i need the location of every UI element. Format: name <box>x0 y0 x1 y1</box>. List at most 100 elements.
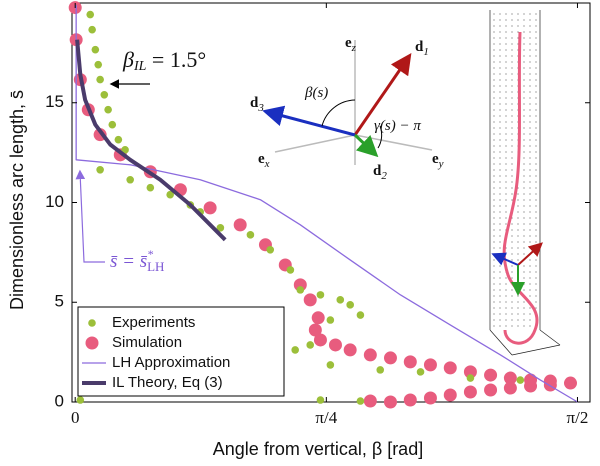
data-point <box>484 368 498 382</box>
data-point <box>326 316 335 324</box>
series <box>76 10 525 405</box>
data-point <box>308 323 322 337</box>
data-point <box>76 396 85 404</box>
series <box>75 4 578 403</box>
legend-label: Experiments <box>112 314 195 331</box>
legend-marker <box>85 336 99 350</box>
inset-label: γ(s) − π <box>374 118 421 134</box>
annotation-part: β <box>122 47 134 72</box>
data-point <box>94 60 103 69</box>
data-point <box>203 201 217 215</box>
data-point <box>423 358 437 372</box>
y-tick-label: 0 <box>55 391 64 410</box>
data-point <box>516 376 525 384</box>
inset-label-part: z <box>351 42 357 54</box>
data-point <box>104 105 112 114</box>
inset-label-part: 2 <box>381 170 387 182</box>
data-point <box>563 376 577 390</box>
data-point <box>376 366 385 374</box>
data-point <box>91 45 100 54</box>
data-point <box>126 175 134 184</box>
data-point <box>291 346 299 354</box>
data-point <box>416 368 425 376</box>
inset-label: d2 <box>373 163 387 181</box>
inset-label-part: 1 <box>423 46 429 58</box>
legend-label: IL Theory, Eq (3) <box>112 374 223 391</box>
legend-label: LH Approximation <box>112 354 230 371</box>
annotation-part: LH <box>147 259 164 274</box>
data-point <box>403 393 417 407</box>
y-tick-label: 15 <box>45 92 64 111</box>
data-point <box>96 75 104 84</box>
inset-label: ex <box>258 151 270 169</box>
data-point <box>313 333 327 347</box>
data-point <box>466 374 475 382</box>
data-point <box>463 365 477 379</box>
data-point <box>503 381 517 395</box>
data-point <box>108 120 117 129</box>
data-point <box>336 296 345 304</box>
x-tick-label: 0 <box>71 408 80 427</box>
inset-label: ey <box>432 151 444 169</box>
inset-label-part: y <box>438 158 444 170</box>
data-point <box>121 146 129 154</box>
data-point <box>316 291 325 299</box>
annotation: s̄ = s̄* LH <box>110 247 164 274</box>
data-point <box>311 311 325 325</box>
legend: Experiments Simulation LH Approximation IL … <box>77 306 285 397</box>
data-point <box>463 385 477 399</box>
y-tick-label: 10 <box>45 192 64 211</box>
data-point <box>166 190 174 199</box>
x-tick-label: π/4 <box>315 408 337 427</box>
y-axis-label: Dimensionless arc length, s̄ <box>7 90 27 310</box>
data-point <box>363 348 377 362</box>
data-point <box>484 383 498 397</box>
series <box>75 39 227 242</box>
data-point <box>326 361 335 369</box>
data-point <box>356 397 365 405</box>
inset-label-part: e <box>258 151 265 167</box>
inset-label-part: e <box>432 151 439 167</box>
data-point <box>303 293 317 307</box>
data-point <box>423 391 437 405</box>
data-point <box>233 218 247 232</box>
data-point <box>246 231 255 239</box>
data-point <box>403 355 417 369</box>
inset-label-part: e <box>345 35 352 51</box>
annotation-arrow <box>75 169 105 263</box>
data-point <box>100 90 109 99</box>
inset-label-part: β(s) <box>304 85 328 101</box>
inset-label: d1 <box>415 39 429 57</box>
data-point <box>356 311 365 319</box>
rod-inset <box>489 10 561 356</box>
data-point <box>383 351 397 365</box>
y-tick-label: 5 <box>55 292 64 311</box>
inset-label: β(s) <box>304 85 328 101</box>
inset-label-part: d <box>250 95 259 111</box>
data-point <box>286 266 295 274</box>
data-point <box>266 245 275 254</box>
line-series <box>75 39 227 242</box>
data-point <box>346 301 354 309</box>
inset-label-part: x <box>264 158 270 170</box>
annotation-part: IL <box>133 59 147 74</box>
data-point <box>114 135 123 144</box>
inset-label-part: γ(s) − π <box>374 118 421 134</box>
data-point <box>96 165 104 174</box>
inset-label-part: d <box>415 39 424 55</box>
inset-label-part: d <box>373 163 382 179</box>
data-point <box>503 371 517 385</box>
data-point <box>86 10 95 19</box>
annotation-part: * <box>147 247 153 261</box>
x-axis-label: Angle from vertical, β [rad] <box>213 439 423 459</box>
data-point <box>383 395 397 409</box>
frame-inset <box>262 40 433 165</box>
annotation-part: s̄ = s̄ <box>110 251 147 272</box>
annotation-part: = 1.5° <box>146 47 206 72</box>
data-point <box>316 396 325 404</box>
annotation: βIL = 1.5° <box>122 47 206 74</box>
data-point <box>296 286 305 294</box>
data-point <box>88 25 96 34</box>
data-point <box>216 224 225 232</box>
